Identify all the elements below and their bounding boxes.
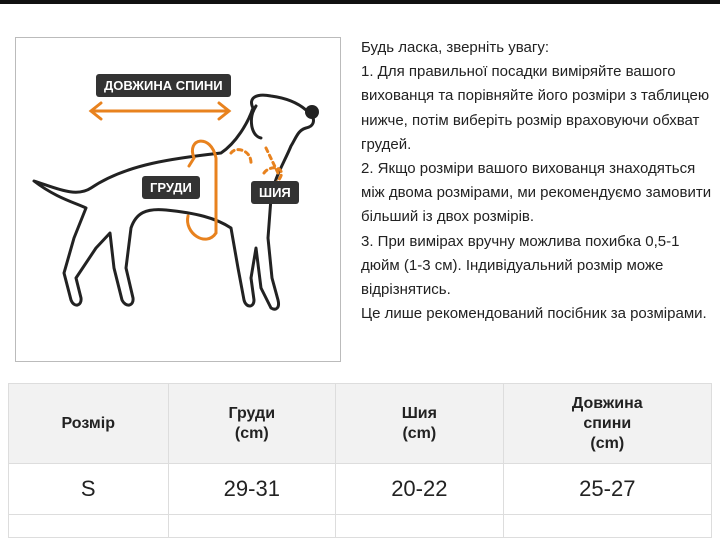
table-row: S 29-31 20-22 25-27 xyxy=(8,463,713,515)
note-3: 3. При вимірах вручну можлива похибка 0,… xyxy=(361,232,680,299)
header-back-length: Довжина спини (cm) xyxy=(502,383,713,464)
top-bar xyxy=(0,0,720,4)
note-2: 2. Якщо розміри вашого вихованця знаходя… xyxy=(361,160,712,226)
cell-neck: 20-22 xyxy=(335,463,504,515)
note-1: 1. Для правильної посадки виміряйте вашо… xyxy=(361,63,710,153)
cell-back-length: 25-27 xyxy=(502,463,713,515)
table-row-partial xyxy=(8,514,713,538)
sizing-notes: Будь ласка, зверніть увагу: 1. Для прави… xyxy=(361,36,717,326)
dog-measurement-figure: ДОВЖИНА СПИНИ ГРУДИ ШИЯ xyxy=(15,37,341,362)
cell-size: S xyxy=(8,463,169,515)
note-disclaimer: Це лише рекомендований посібник за розмі… xyxy=(361,305,707,323)
neck-label: ШИЯ xyxy=(251,181,299,204)
dog-illustration xyxy=(32,93,319,311)
back-length-label: ДОВЖИНА СПИНИ xyxy=(96,74,231,97)
header-chest: Груди (cm) xyxy=(167,383,337,464)
header-size: Розмір xyxy=(8,383,169,464)
table-header-row: Розмір Груди (cm) Шия (cm) Довжина спини (cm… xyxy=(8,383,713,464)
header-neck: Шия (cm) xyxy=(335,383,504,464)
cell-chest: 29-31 xyxy=(167,463,337,515)
size-table: Розмір Груди (cm) Шия (cm) Довжина спини (cm… xyxy=(8,383,713,538)
chest-label: ГРУДИ xyxy=(142,176,200,199)
notes-heading: Будь ласка, зверніть увагу: xyxy=(361,39,550,56)
